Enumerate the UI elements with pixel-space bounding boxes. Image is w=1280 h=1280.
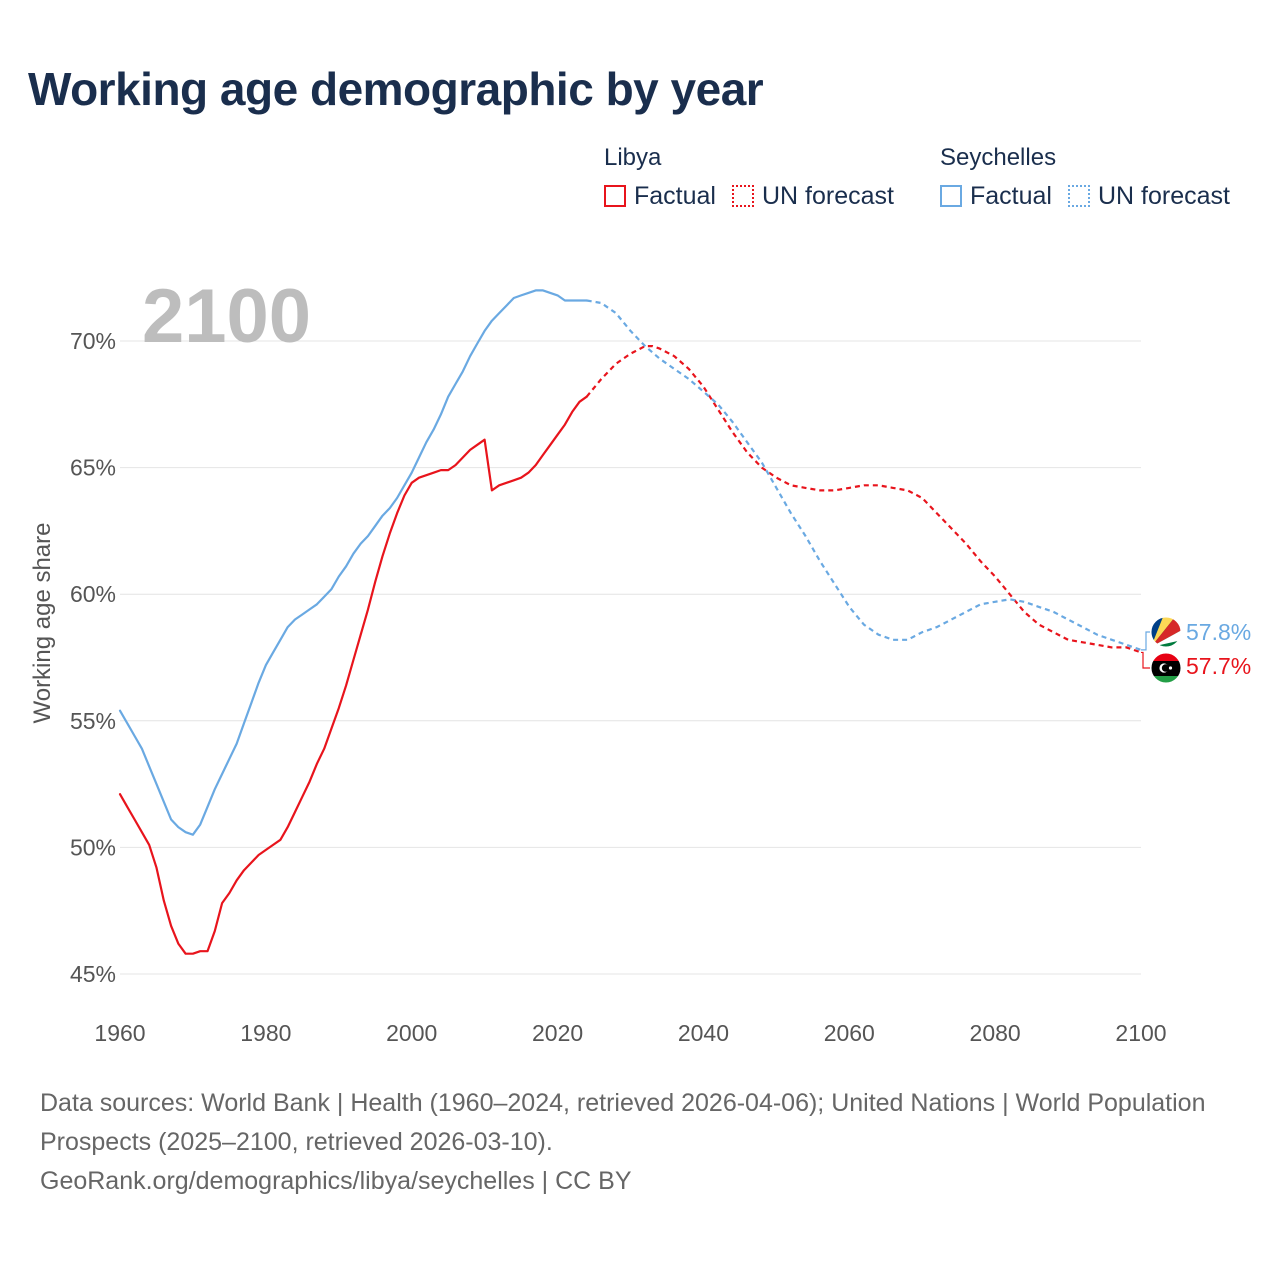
gridlines [120,340,1141,975]
credit-text: GeoRank.org/demographics/libya/seychelle… [40,1167,632,1195]
x-axis-ticks: 1960 1980 2000 2020 2040 2060 2080 2100 [94,1020,1166,1046]
libya-flag-icon [1150,652,1182,684]
seychelles-end-connector [1141,631,1150,651]
series-lines [118,289,1142,955]
legend-item-seychelles-factual[interactable]: Factual [940,182,1052,211]
y-tick-label: 70% [70,328,116,354]
seychelles-factual-line [118,289,588,836]
legend-label: UN forecast [761,181,894,210]
libya-end-connector [1141,651,1150,669]
legend-item-libya-forecast[interactable]: UN forecast [731,181,894,211]
y-axis-label: Working age share [29,523,56,724]
legend-swatch-dotted [731,185,754,207]
y-axis-ticks: 45% 50% 55% 60% 65% 70% [70,328,116,987]
legend-item-seychelles-forecast[interactable]: UN forecast [1067,181,1230,211]
chart-title: Working age demographic by year [28,63,764,115]
y-tick-label: 50% [70,834,116,860]
legend-country-name: Libya [604,144,662,171]
legend-country-name: Seychelles [940,144,1057,171]
current-year-watermark: 2100 [142,274,311,359]
x-tick-label: 1980 [240,1020,291,1046]
x-tick-label: 1960 [94,1020,145,1046]
libya-end-value-label: 57.7% [1186,653,1251,679]
legend-label: Factual [970,181,1052,210]
legend-swatch-solid [940,185,962,207]
y-tick-label: 45% [70,961,116,987]
seychelles-end-value-label: 57.8% [1186,619,1251,645]
seychelles-flag-icon [1150,616,1182,648]
legend-group-seychelles: Seychelles Factual UN forecast [940,140,1246,216]
libya-factual-line [118,395,588,955]
x-tick-label: 2080 [970,1020,1021,1046]
x-tick-label: 2100 [1115,1020,1166,1046]
y-tick-label: 55% [70,708,116,734]
x-tick-label: 2000 [386,1020,437,1046]
legend-item-libya-factual[interactable]: Factual [604,182,716,211]
data-sources-text: Data sources: World Bank | Health (1960–… [40,1089,1206,1156]
legend-swatch-solid [604,185,626,207]
x-tick-label: 2040 [678,1020,729,1046]
libya-forecast-line [585,345,1142,654]
y-tick-label: 60% [70,581,116,607]
legend-label: Factual [634,181,716,210]
legend-group-libya: Libya Factual UN forecast [604,140,910,216]
x-tick-label: 2060 [824,1020,875,1046]
line-chart: 45% 50% 55% 60% 65% 70% 1960 1980 2000 2020 2040 2… [29,274,1251,1046]
legend-label: UN forecast [1097,181,1230,210]
legend-swatch-dotted [1067,185,1090,207]
y-tick-label: 65% [70,455,116,481]
x-tick-label: 2020 [532,1020,583,1046]
footer: Data sources: World Bank | Health (1960–… [40,1084,1240,1201]
seychelles-forecast-line [586,299,1142,651]
